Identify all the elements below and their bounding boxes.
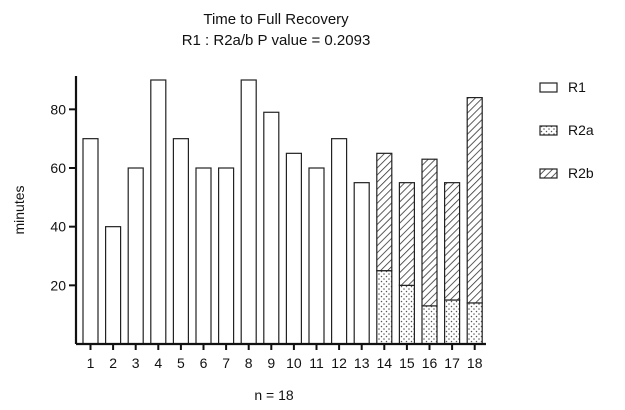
- x-tick-label-9: 9: [267, 355, 275, 371]
- bar-r2a-14: [376, 270, 393, 345]
- y-axis-label: minutes: [11, 185, 27, 234]
- chart-subtitle: R1 : R2a/b P value = 0.2093: [182, 32, 371, 49]
- legend-swatch-r2b: [539, 168, 558, 179]
- bar-r1-4: [150, 79, 167, 345]
- x-tick-label-1: 1: [87, 355, 95, 371]
- x-tick-label-12: 12: [331, 355, 347, 371]
- x-tick-label-16: 16: [422, 355, 438, 371]
- bar-r2a-18: [466, 302, 483, 345]
- bar-r2a-15: [398, 284, 415, 345]
- bar-r1-7: [218, 167, 235, 345]
- legend-label-r1: R1: [568, 79, 586, 95]
- bar-r2b-16: [421, 158, 438, 307]
- x-tick-label-11: 11: [309, 355, 324, 371]
- x-tick-label-17: 17: [444, 355, 460, 371]
- x-tick-label-18: 18: [467, 355, 483, 371]
- bar-r2b-14: [376, 152, 393, 272]
- bar-r1-5: [172, 138, 189, 345]
- x-tick-label-13: 13: [354, 355, 370, 371]
- bar-r1-2: [104, 226, 122, 345]
- bar-r1-6: [195, 167, 212, 345]
- bar-r1-10: [285, 152, 302, 345]
- bar-r1-9: [263, 111, 280, 345]
- x-tick-label-2: 2: [109, 355, 117, 371]
- bars-group: [82, 79, 483, 345]
- bar-r2b-17: [444, 182, 461, 301]
- legend-label-r2b: R2b: [568, 165, 594, 181]
- x-tick-label-7: 7: [222, 355, 230, 371]
- bar-r1-13: [353, 182, 370, 345]
- x-axis-label: n = 18: [254, 387, 294, 403]
- chart-title: Time to Full Recovery: [203, 11, 349, 28]
- legend: R1 R2a R2b: [539, 79, 594, 181]
- x-tick-label-15: 15: [399, 355, 415, 371]
- x-tick-label-6: 6: [200, 355, 208, 371]
- bar-r2b-15: [398, 182, 415, 286]
- legend-label-r2a: R2a: [568, 122, 594, 138]
- y-tick-label-80: 80: [50, 101, 66, 117]
- bar-r1-8: [240, 79, 257, 345]
- x-tick-label-4: 4: [154, 355, 162, 371]
- bar-r1-1: [82, 138, 99, 345]
- bar-r1-11: [308, 167, 325, 345]
- x-tick-label-8: 8: [245, 355, 253, 371]
- bar-r2a-17: [444, 299, 461, 345]
- legend-swatch-r1: [539, 82, 558, 93]
- bar-r1-3: [127, 167, 144, 345]
- x-tick-label-5: 5: [177, 355, 185, 371]
- x-tick-label-3: 3: [132, 355, 140, 371]
- x-tick-label-14: 14: [377, 355, 393, 371]
- y-tick-label-40: 40: [50, 219, 66, 235]
- bar-r2b-18: [466, 96, 483, 304]
- bar-r1-12: [331, 138, 348, 345]
- bar-r2a-16: [421, 305, 438, 345]
- y-tick-label-60: 60: [50, 160, 66, 176]
- legend-swatch-r2a: [539, 125, 558, 136]
- x-tick-label-10: 10: [286, 355, 302, 371]
- y-tick-label-20: 20: [50, 277, 66, 293]
